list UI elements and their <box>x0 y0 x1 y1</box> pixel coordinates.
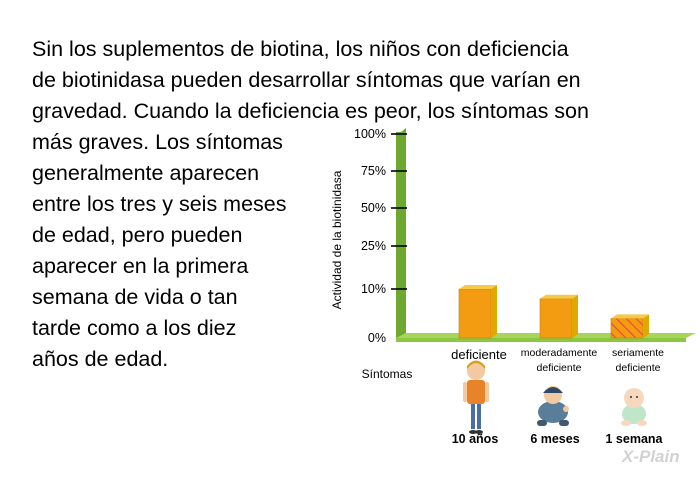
bar-top <box>540 294 578 299</box>
category-label: deficiente <box>537 362 582 374</box>
leg <box>559 420 569 426</box>
leg <box>471 401 475 429</box>
child-figure <box>463 360 489 434</box>
y-axis-side <box>396 128 406 338</box>
intro-line: de biotinidasa pueden desarrollar síntom… <box>32 68 581 92</box>
leg <box>477 401 481 429</box>
xplain-watermark: X-Plain <box>622 447 680 466</box>
intro-paragraph: Sin los suplementos de biotina, los niño… <box>32 34 672 375</box>
category-label: deficiente <box>616 362 661 374</box>
bar-front <box>610 318 644 339</box>
arm <box>463 382 467 402</box>
hand <box>563 406 569 412</box>
age-label: 10 años <box>452 432 499 446</box>
y-axis-title: Actividad de la biotinidasa <box>330 170 344 309</box>
eye <box>636 396 638 398</box>
y-tick-label: 100% <box>354 127 386 141</box>
y-tick-label: 75% <box>361 164 386 178</box>
category-label: deficiente <box>451 347 507 362</box>
body <box>538 401 568 423</box>
intro-line: entre los tres y seis meses <box>32 192 287 216</box>
head <box>624 388 644 408</box>
foot <box>637 420 647 426</box>
torso <box>467 380 485 404</box>
shoe <box>475 430 483 434</box>
bar-side <box>491 285 497 338</box>
bar-side <box>643 314 649 338</box>
arm <box>485 382 489 402</box>
cap <box>543 387 563 393</box>
bar-top <box>459 285 497 289</box>
category-label: seriamente <box>612 347 664 359</box>
intro-line: semana de vida o tan <box>32 285 238 309</box>
bar-front <box>539 298 573 339</box>
intro-line: años de edad. <box>32 347 169 371</box>
x-axis-title: Síntomas <box>362 367 413 381</box>
intro-line: más graves. Los síntomas <box>32 130 283 154</box>
intro-line: de edad, pero pueden <box>32 223 243 247</box>
hair <box>467 360 485 369</box>
y-tick-label: 0% <box>368 331 386 345</box>
intro-line: generalmente aparecen <box>32 161 260 185</box>
bar-side <box>572 294 578 338</box>
intro-line: Sin los suplementos de biotina, los niño… <box>32 37 569 61</box>
leg <box>537 420 547 426</box>
infant-figure <box>621 388 647 426</box>
age-label: 1 semana <box>606 432 664 446</box>
shoe <box>469 430 477 434</box>
y-tick-label: 25% <box>361 239 386 253</box>
intro-line: gravedad. Cuando la deficiencia es peor,… <box>32 99 589 123</box>
head <box>467 362 485 380</box>
age-label: 6 meses <box>530 432 579 446</box>
eye <box>630 396 632 398</box>
category-label: moderadamente <box>521 347 598 359</box>
bar-front <box>458 288 492 339</box>
body <box>622 404 646 424</box>
bar-top <box>611 314 649 319</box>
intro-line: aparecer en la primera <box>32 254 249 278</box>
foot <box>621 420 631 426</box>
toddler-figure <box>537 386 569 426</box>
intro-line: tarde como a los diez <box>32 316 237 340</box>
x-axis-line <box>396 338 686 342</box>
y-tick-label: 50% <box>361 201 386 215</box>
y-tick-label: 10% <box>361 282 386 296</box>
